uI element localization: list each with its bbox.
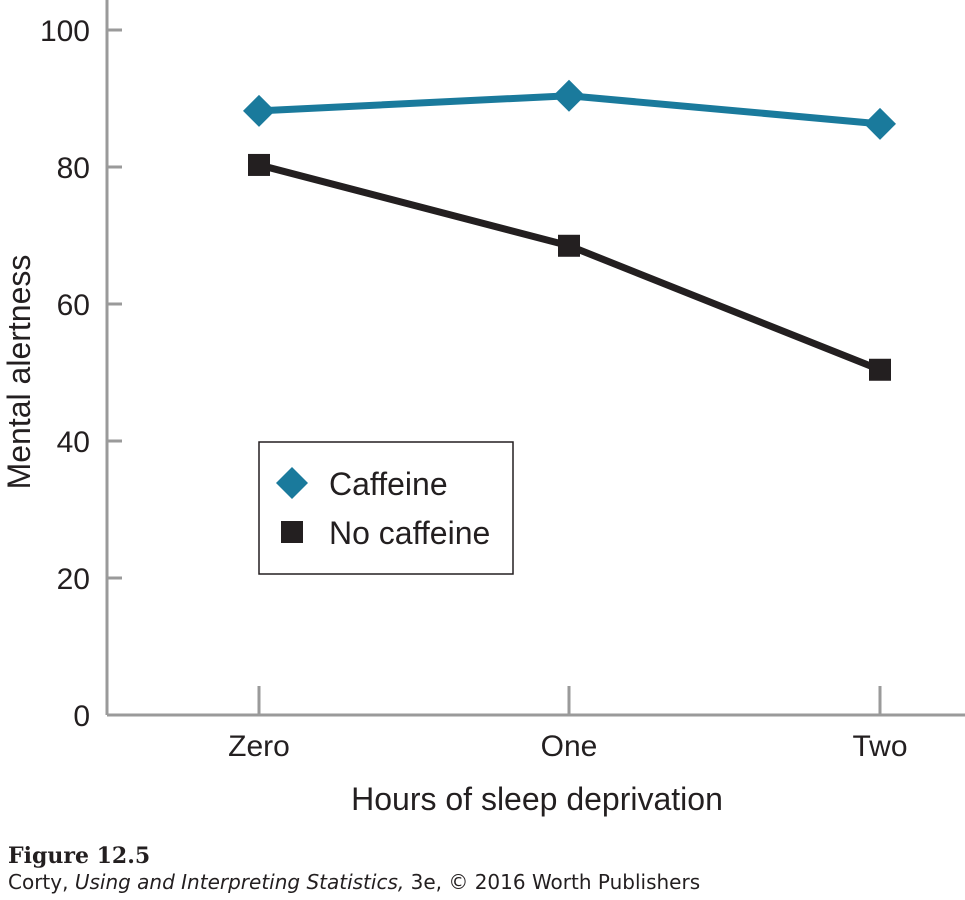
y-tick-label: 40 [57, 426, 90, 459]
legend-marker [281, 521, 303, 543]
y-tick-label: 80 [57, 152, 90, 185]
credit-suffix: 3e, © 2016 Worth Publishers [404, 870, 701, 894]
figure-label: Figure 12.5 [8, 843, 151, 869]
legend-item: No caffeine [281, 515, 490, 551]
data-point [864, 107, 896, 140]
series-no-caffeine [248, 153, 891, 381]
credit-prefix: Corty, [8, 870, 75, 894]
credit-book-title: Using and Interpreting Statistics, [74, 870, 405, 894]
y-tick-label: 0 [73, 700, 90, 733]
legend-label: Caffeine [329, 466, 448, 502]
series-caffeine [243, 79, 896, 140]
legend-marker [276, 467, 308, 499]
data-point [558, 234, 580, 257]
x-axis-title: Hours of sleep deprivation [351, 781, 723, 817]
y-axis-ticks: 0 20 40 60 80 100 [40, 15, 122, 733]
series-layer [243, 79, 896, 381]
y-tick-label: 60 [57, 289, 90, 322]
data-point [869, 358, 891, 381]
legend-item: Caffeine [276, 466, 448, 502]
legend-label: No caffeine [329, 515, 490, 551]
series-line [258, 161, 882, 374]
y-tick-label: 100 [40, 15, 90, 48]
legend: Caffeine No caffeine [258, 441, 514, 575]
x-axis-ticks: Zero One Two [228, 686, 908, 763]
x-tick-label: One [541, 730, 598, 763]
x-tick-label: Two [852, 730, 907, 763]
data-point [553, 79, 585, 112]
figure-credit: Corty, Using and Interpreting Statistics… [8, 870, 700, 894]
x-tick-label: Zero [228, 730, 290, 763]
data-point [243, 94, 275, 127]
y-tick-label: 20 [57, 563, 90, 596]
legend-box [258, 441, 514, 575]
y-axis-title: Mental alertness [1, 255, 37, 490]
data-point [248, 153, 270, 176]
line-chart: 0 20 40 60 80 100 Zero One Two Hours of sleep d… [1, 0, 965, 817]
